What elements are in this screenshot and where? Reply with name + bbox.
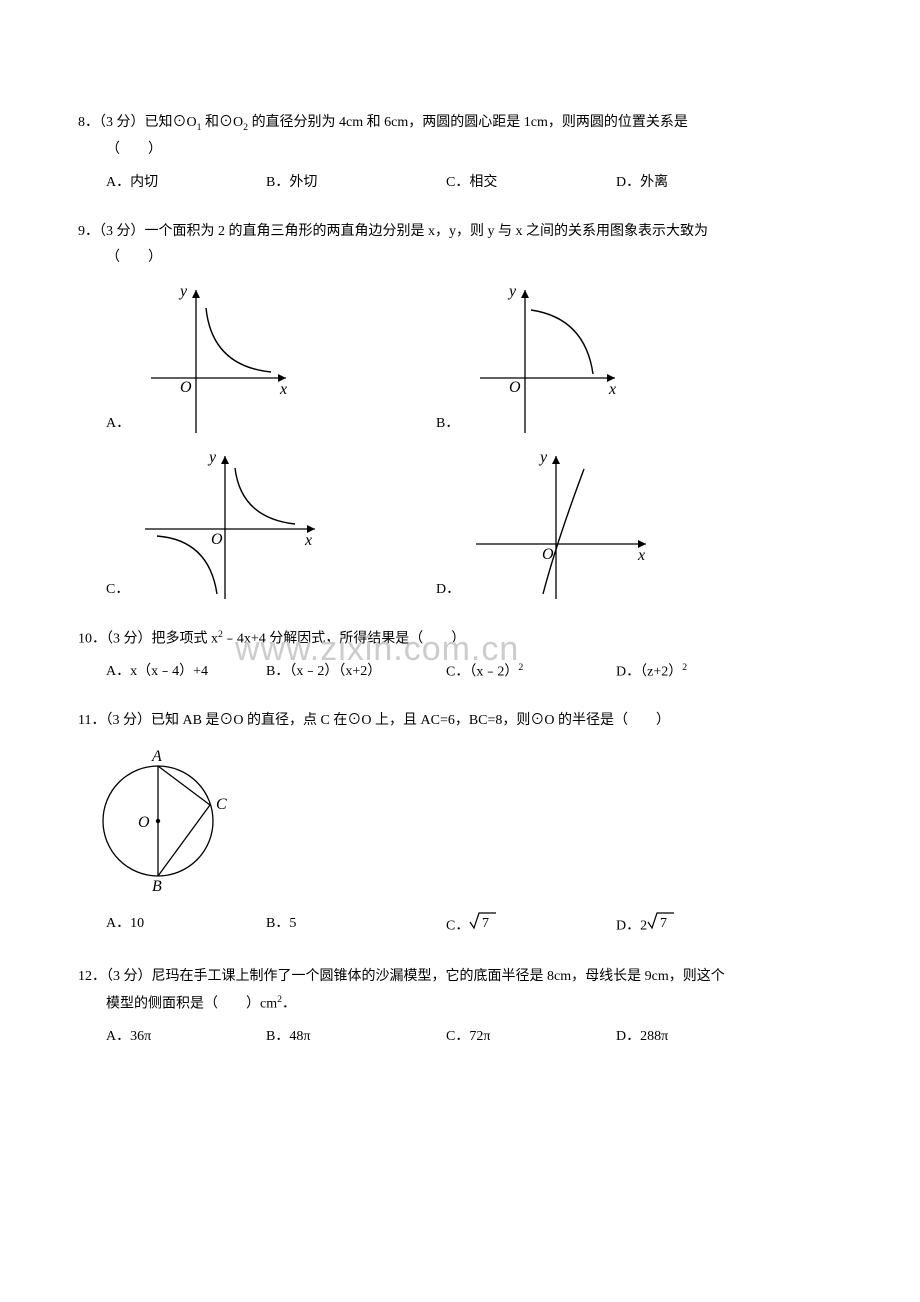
q10-points: （3 分）: [106, 631, 152, 646]
q11-opt-d: D．2 7: [616, 911, 766, 942]
q10-b: ﹣4x+4 分解因式，所得结果是（ ）: [223, 631, 465, 646]
sqrt-icon: 7: [647, 911, 675, 942]
question-9: 9．（3 分）一个面积为 2 的直角三角形的两直角边分别是 x，y，则 y 与 …: [78, 219, 842, 604]
graph-c-icon: y x O: [135, 444, 335, 604]
q10-stem: 10．（3 分）把多项式 x2﹣4x+4 分解因式，所得结果是（ ）: [78, 626, 842, 653]
q9-label-c: C．: [106, 577, 129, 604]
svg-text:A: A: [151, 748, 162, 765]
q9-label-d: D．: [436, 577, 460, 604]
q10-opt-a: A．x（x﹣4）+4: [106, 659, 266, 686]
q9-stem: 9．（3 分）一个面积为 2 的直角三角形的两直角边分别是 x，y，则 y 与 …: [78, 219, 842, 246]
svg-text:O: O: [138, 814, 150, 831]
q8-opt-b: B．外切: [266, 170, 446, 197]
question-11: 11．（3 分）已知 AB 是⊙O 的直径，点 C 在⊙O 上，且 AC=6，B…: [78, 708, 842, 942]
q8-opt-c: C．相交: [446, 170, 616, 197]
q11-points: （3 分）: [105, 713, 151, 728]
q12-s1: 尼玛在手工课上制作了一个圆锥体的沙漏模型，它的底面半径是 8cm，母线长是 9c…: [152, 969, 725, 984]
question-12: 12．（3 分）尼玛在手工课上制作了一个圆锥体的沙漏模型，它的底面半径是 8cm…: [78, 964, 842, 1050]
svg-text:y: y: [538, 449, 548, 466]
svg-text:y: y: [207, 449, 217, 466]
svg-text:B: B: [152, 878, 162, 893]
question-10: 10．（3 分）把多项式 x2﹣4x+4 分解因式，所得结果是（ ） A．x（x…: [78, 626, 842, 687]
q12-opt-b: B．48π: [266, 1024, 446, 1051]
q12-stem: 12．（3 分）尼玛在手工课上制作了一个圆锥体的沙漏模型，它的底面半径是 8cm…: [78, 964, 842, 991]
q11-c-pre: C．: [446, 919, 469, 934]
q8-stem: 8．（3 分）已知⊙O1 和⊙O2 的直径分别为 4cm 和 6cm，两圆的圆心…: [78, 110, 842, 137]
svg-text:O: O: [211, 531, 223, 548]
svg-text:O: O: [509, 379, 521, 396]
q11-figure: A B C O: [78, 743, 842, 904]
q8-num: 8．: [78, 115, 99, 130]
q9-cell-b: B． y x O: [436, 278, 766, 438]
svg-text:x: x: [608, 381, 616, 398]
q8-opt-d: D．外离: [616, 170, 766, 197]
q10-opt-b: B．（x﹣2）（x+2）: [266, 659, 446, 686]
q11-d-pre: D．2: [616, 919, 647, 934]
graph-d-icon: y x O: [466, 444, 666, 604]
q9-paren: （ ）: [78, 245, 842, 272]
q10-d-pre: D．（z+2）: [616, 665, 682, 680]
q8-s3: 的直径分别为 4cm 和 6cm，两圆的圆心距是 1cm，则两圆的位置关系是: [248, 115, 688, 130]
q9-cell-d: D． y x O: [436, 444, 766, 604]
q12-s2a: 模型的侧面积是（ ）cm: [106, 996, 277, 1011]
svg-text:y: y: [507, 283, 517, 300]
svg-text:7: 7: [482, 916, 489, 931]
q10-c-pre: C．（x﹣2）: [446, 665, 518, 680]
q9-label-b: B．: [436, 411, 459, 438]
svg-text:7: 7: [660, 916, 667, 931]
q12-opt-d: D．288π: [616, 1024, 766, 1051]
q8-opt-a: A．内切: [106, 170, 266, 197]
q8-paren: （ ）: [78, 137, 842, 164]
q11-opt-b: B．5: [266, 911, 446, 942]
q11-num: 11．: [78, 713, 105, 728]
q8-points: （3 分）: [99, 115, 145, 130]
q11-text: 已知 AB 是⊙O 的直径，点 C 在⊙O 上，且 AC=6，BC=8，则⊙O …: [151, 713, 670, 728]
q10-d-sup: 2: [682, 662, 687, 673]
sqrt-icon: 7: [469, 911, 497, 942]
q12-points: （3 分）: [106, 969, 152, 984]
q12-opt-a: A．36π: [106, 1024, 266, 1051]
q9-row2: C． y x O D． y x O: [78, 444, 842, 604]
svg-text:y: y: [178, 283, 188, 300]
svg-text:x: x: [637, 547, 645, 564]
q9-label-a: A．: [106, 411, 130, 438]
q10-num: 10．: [78, 631, 106, 646]
q8-options: A．内切 B．外切 C．相交 D．外离: [78, 170, 842, 197]
q9-points: （3 分）: [99, 224, 145, 239]
q11-opt-c: C． 7: [446, 911, 616, 942]
q10-opt-c: C．（x﹣2）2: [446, 659, 616, 686]
q8-s2: 和⊙O: [202, 115, 244, 130]
q11-stem: 11．（3 分）已知 AB 是⊙O 的直径，点 C 在⊙O 上，且 AC=6，B…: [78, 708, 842, 735]
svg-text:x: x: [304, 532, 312, 549]
q9-text: 一个面积为 2 的直角三角形的两直角边分别是 x，y，则 y 与 x 之间的关系…: [145, 224, 709, 239]
graph-b-icon: y x O: [465, 278, 635, 438]
svg-text:x: x: [279, 381, 287, 398]
q9-row1: A． y x O B． y x O: [78, 278, 842, 438]
q10-c-sup: 2: [518, 662, 523, 673]
q11-options: A．10 B．5 C． 7 D．2 7: [78, 911, 842, 942]
question-8: 8．（3 分）已知⊙O1 和⊙O2 的直径分别为 4cm 和 6cm，两圆的圆心…: [78, 110, 842, 197]
q12-opt-c: C．72π: [446, 1024, 616, 1051]
q8-s1: 已知⊙O: [145, 115, 197, 130]
q12-num: 12．: [78, 969, 106, 984]
q9-num: 9．: [78, 224, 99, 239]
q10-opt-d: D．（z+2）2: [616, 659, 766, 686]
graph-a-icon: y x O: [136, 278, 306, 438]
q11-opt-a: A．10: [106, 911, 266, 942]
q12-line2: 模型的侧面积是（ ）cm2．: [78, 991, 842, 1018]
q9-cell-a: A． y x O: [106, 278, 436, 438]
svg-text:C: C: [216, 796, 227, 813]
q10-options: A．x（x﹣4）+4 B．（x﹣2）（x+2） C．（x﹣2）2 D．（z+2）…: [78, 659, 842, 686]
circle-triangle-icon: A B C O: [88, 743, 238, 893]
svg-text:O: O: [180, 379, 192, 396]
q12-s2b: ．: [282, 996, 296, 1011]
q12-options: A．36π B．48π C．72π D．288π: [78, 1024, 842, 1051]
q9-cell-c: C． y x O: [106, 444, 436, 604]
q10-a: 把多项式 x: [152, 631, 219, 646]
